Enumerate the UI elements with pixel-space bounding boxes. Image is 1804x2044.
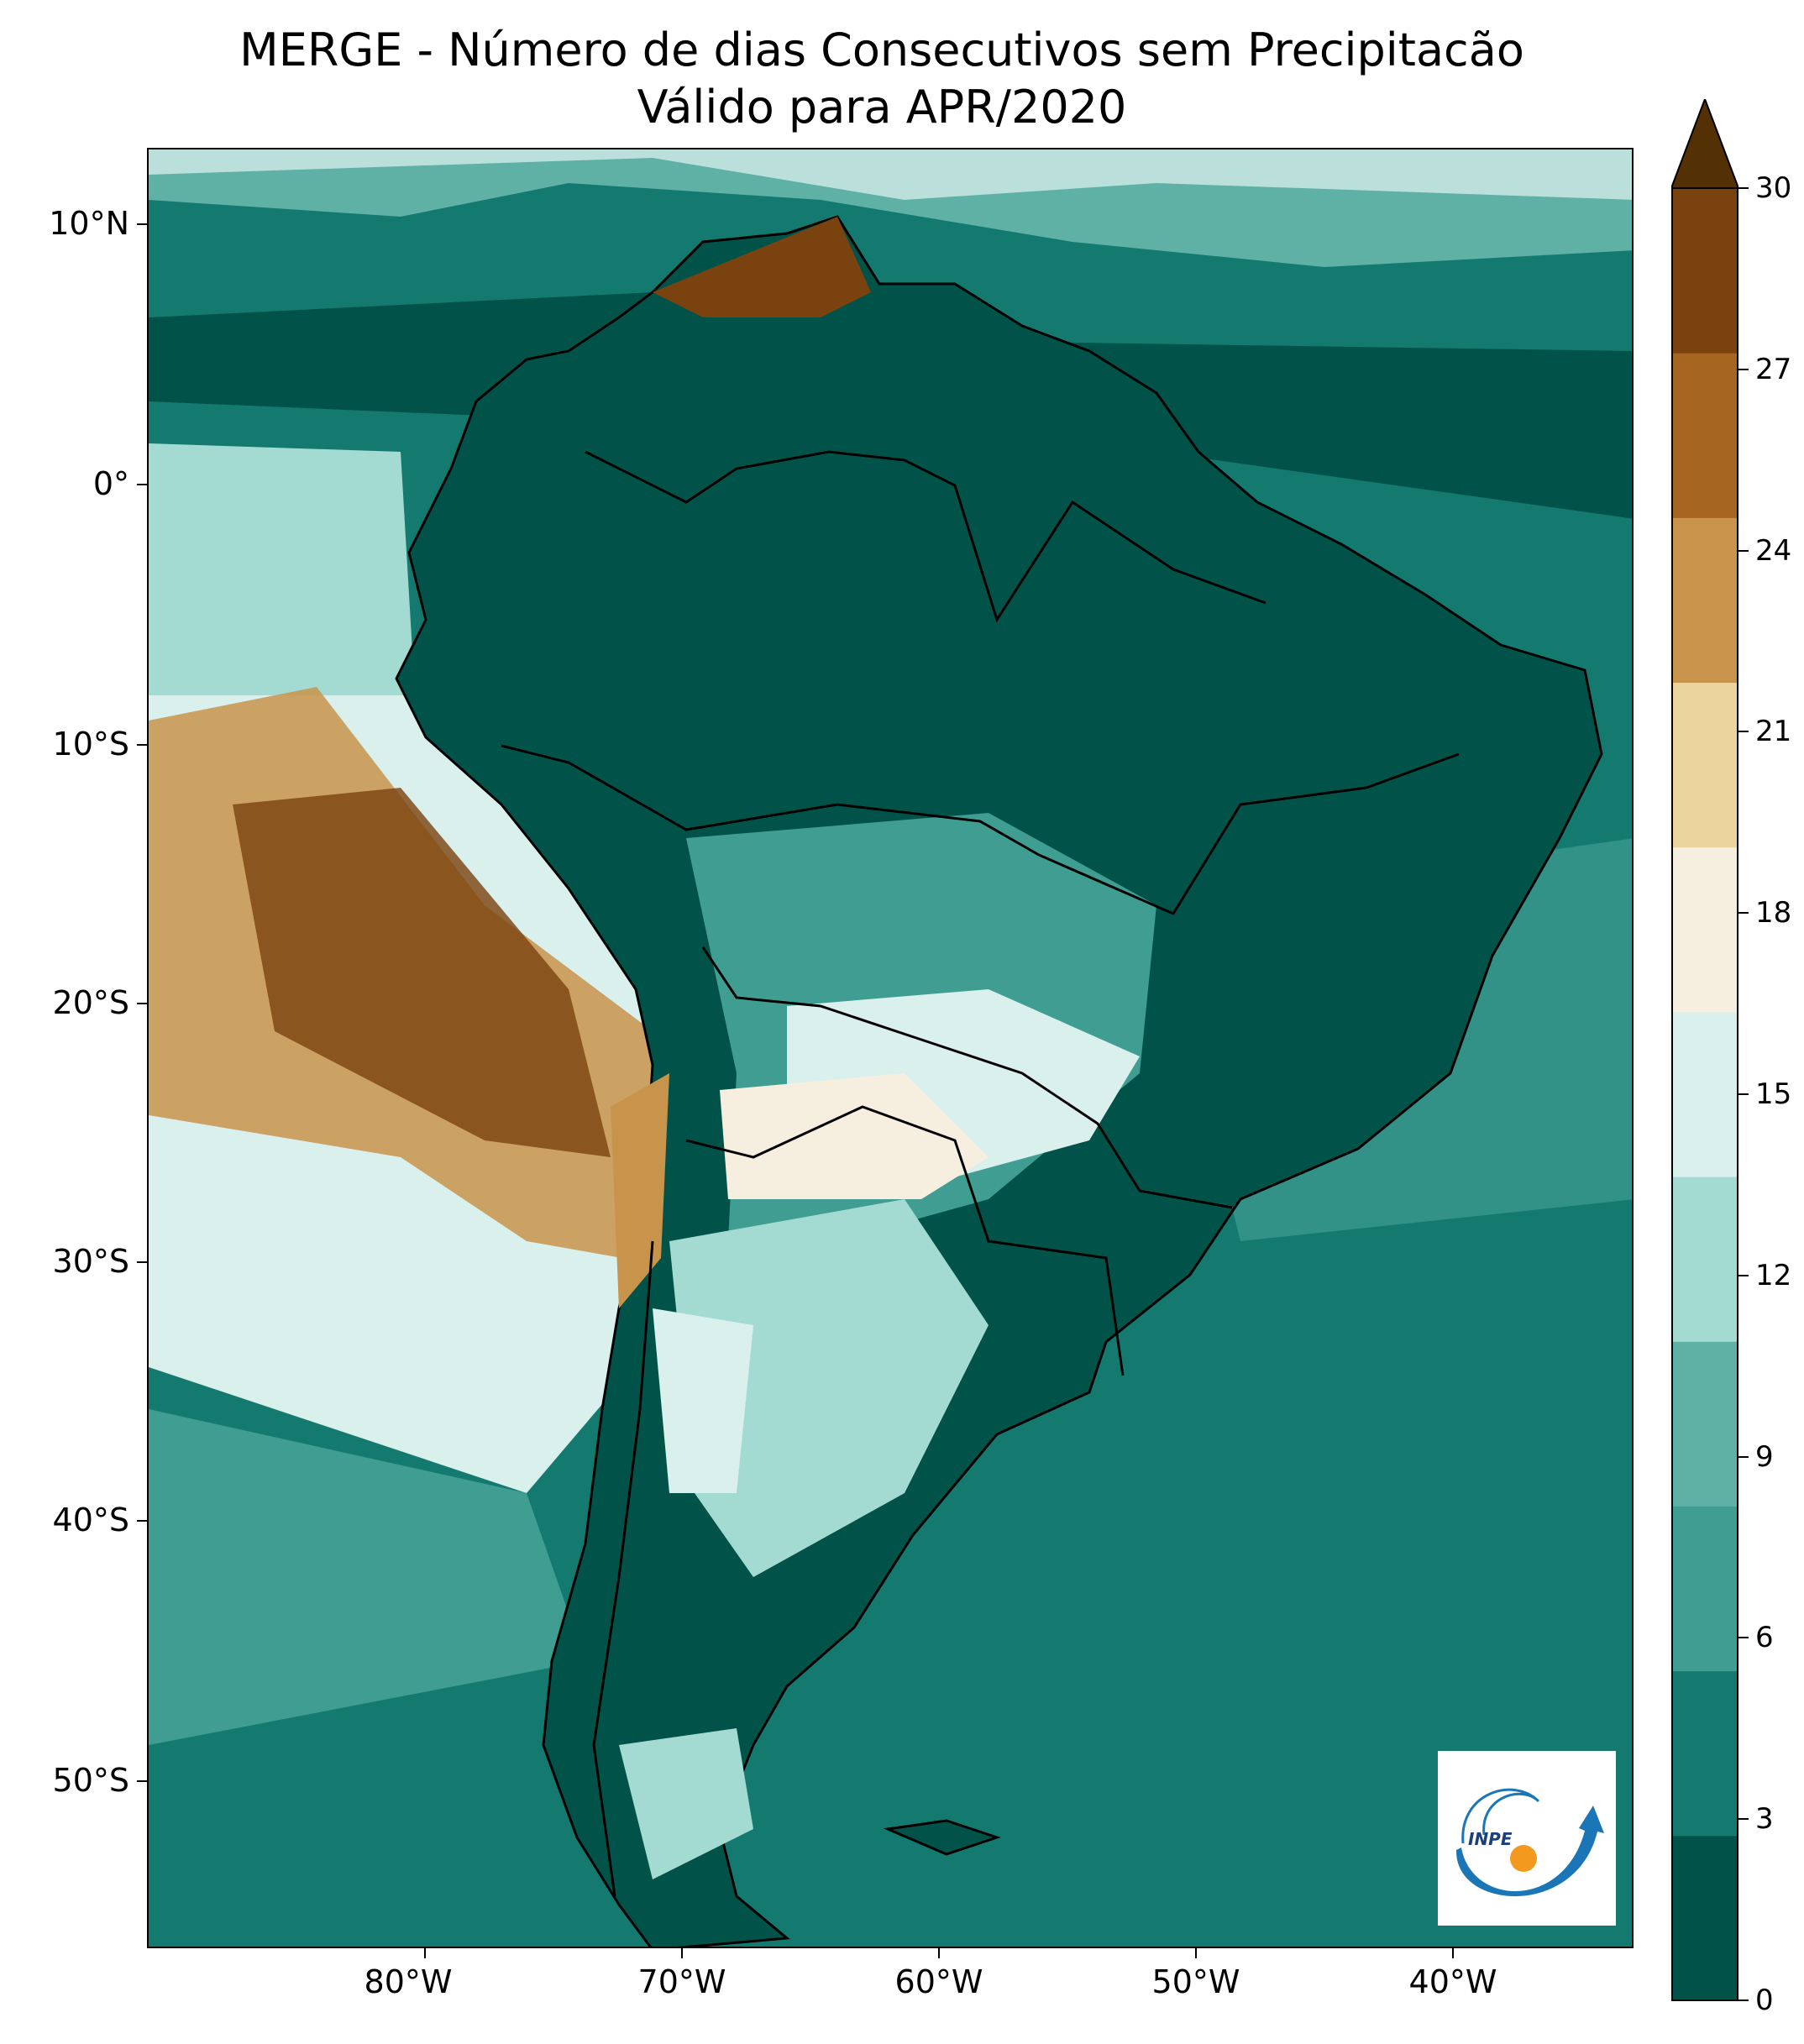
colorbar-tick-label: 30 <box>1755 171 1792 205</box>
colorbar-segment <box>1672 188 1738 354</box>
colorbar-tick <box>1738 1637 1749 1639</box>
precipitation-map <box>147 148 1634 1948</box>
colorbar-segment <box>1672 353 1738 518</box>
colorbar-segment <box>1672 682 1738 848</box>
colorbar-segment <box>1672 1177 1738 1342</box>
central-argentina-region <box>653 1308 753 1493</box>
lat-label-10s: 10°S <box>52 726 129 763</box>
andes-dry-region <box>611 1073 669 1308</box>
colorbar-tick <box>1738 1455 1749 1458</box>
logo-text: INPE <box>1468 1829 1513 1849</box>
colorbar-tick-label: 15 <box>1755 1077 1792 1111</box>
northern-borders <box>585 450 1266 623</box>
patagonia-region <box>619 1728 753 1879</box>
lon-tick <box>681 1948 683 1958</box>
colorbar-tick-label: 3 <box>1755 1802 1774 1837</box>
pacific-driest-area <box>233 788 611 1157</box>
colorbar-tick-label: 27 <box>1755 352 1792 386</box>
colorbar-tick <box>1738 1093 1749 1095</box>
venezuela-dry-region <box>653 217 871 317</box>
lat-label-20s: 20°S <box>52 984 129 1021</box>
lat-tick <box>137 1003 147 1004</box>
lat-label-40s: 40°S <box>52 1502 129 1538</box>
la-plata-borders <box>685 1105 1125 1376</box>
lat-tick <box>137 484 147 485</box>
colorbar-segment <box>1672 1670 1738 1837</box>
colorbar-tick <box>1738 1818 1749 1821</box>
lat-label-30s: 30°S <box>52 1243 129 1280</box>
central-borders <box>501 744 1460 915</box>
lat-tick <box>137 1780 147 1782</box>
colorbar-segment <box>1672 1506 1738 1672</box>
colorbar-segment <box>1672 846 1738 1013</box>
colorbar-tick-label: 18 <box>1755 896 1792 930</box>
chile-argentina-border <box>592 1240 654 1897</box>
lon-tick <box>1452 1948 1454 1958</box>
colorbar-tick <box>1738 549 1749 552</box>
colorbar-segment <box>1672 1341 1738 1507</box>
colorbar-tick-label: 9 <box>1755 1439 1774 1474</box>
lon-label-50w: 50°W <box>1151 1963 1240 2000</box>
colorbar-segment <box>1672 1835 1738 2001</box>
colorbar-tick-label: 24 <box>1755 533 1792 568</box>
colorbar-tick <box>1738 1999 1749 2001</box>
lon-label-80w: 80°W <box>364 1963 453 2000</box>
map-subtitle: Válido para APR/2020 <box>637 81 1127 134</box>
logo-arrow-icon <box>1455 1806 1604 1897</box>
logo-sun-icon <box>1510 1845 1537 1872</box>
lon-tick <box>424 1948 426 1958</box>
colorbar-tick-label: 6 <box>1755 1621 1774 1655</box>
southern-borders <box>701 946 1233 1209</box>
inpe-logo: INPE <box>1438 1751 1616 1926</box>
northern-light-band <box>149 149 1632 200</box>
falkland-islands <box>883 1819 1001 1856</box>
colorbar-tick-label: 12 <box>1755 1258 1792 1292</box>
colorbar-extend-arrow <box>1671 99 1738 189</box>
lon-label-60w: 60°W <box>894 1963 983 2000</box>
colorbar <box>1671 99 1738 2001</box>
lat-label-0: 0° <box>92 465 129 502</box>
lat-tick <box>137 744 147 746</box>
pacific-light-area <box>149 443 417 737</box>
colorbar-tick <box>1738 368 1749 370</box>
lon-label-40w: 40°W <box>1408 1963 1497 2000</box>
lat-tick <box>137 223 147 225</box>
colorbar-tick <box>1738 1274 1749 1276</box>
colorbar-tick <box>1738 912 1749 915</box>
colorbar-segment <box>1672 517 1738 684</box>
lon-tick <box>938 1948 940 1958</box>
chaco-dry-region <box>720 1073 989 1199</box>
lon-label-70w: 70°W <box>637 1963 726 2000</box>
pampas-region <box>669 1199 989 1577</box>
map-title: MERGE - Número de dias Consecutivos sem … <box>239 24 1524 76</box>
colorbar-segment <box>1672 1011 1738 1177</box>
logo-swirl-icon <box>1461 1788 1540 1844</box>
lat-tick <box>137 1261 147 1263</box>
colorbar-tick <box>1738 731 1749 733</box>
lon-tick <box>1195 1948 1197 1958</box>
colorbar-tick <box>1738 187 1749 189</box>
lat-label-50s: 50°S <box>52 1762 129 1799</box>
southern-pacific-area <box>149 1409 585 1745</box>
lat-label-10n: 10°N <box>49 205 129 242</box>
colorbar-tick-label: 0 <box>1755 1984 1774 2017</box>
colorbar-tick-label: 21 <box>1755 715 1792 749</box>
colorbar-frame <box>1671 187 1738 2001</box>
lat-tick <box>137 1520 147 1522</box>
